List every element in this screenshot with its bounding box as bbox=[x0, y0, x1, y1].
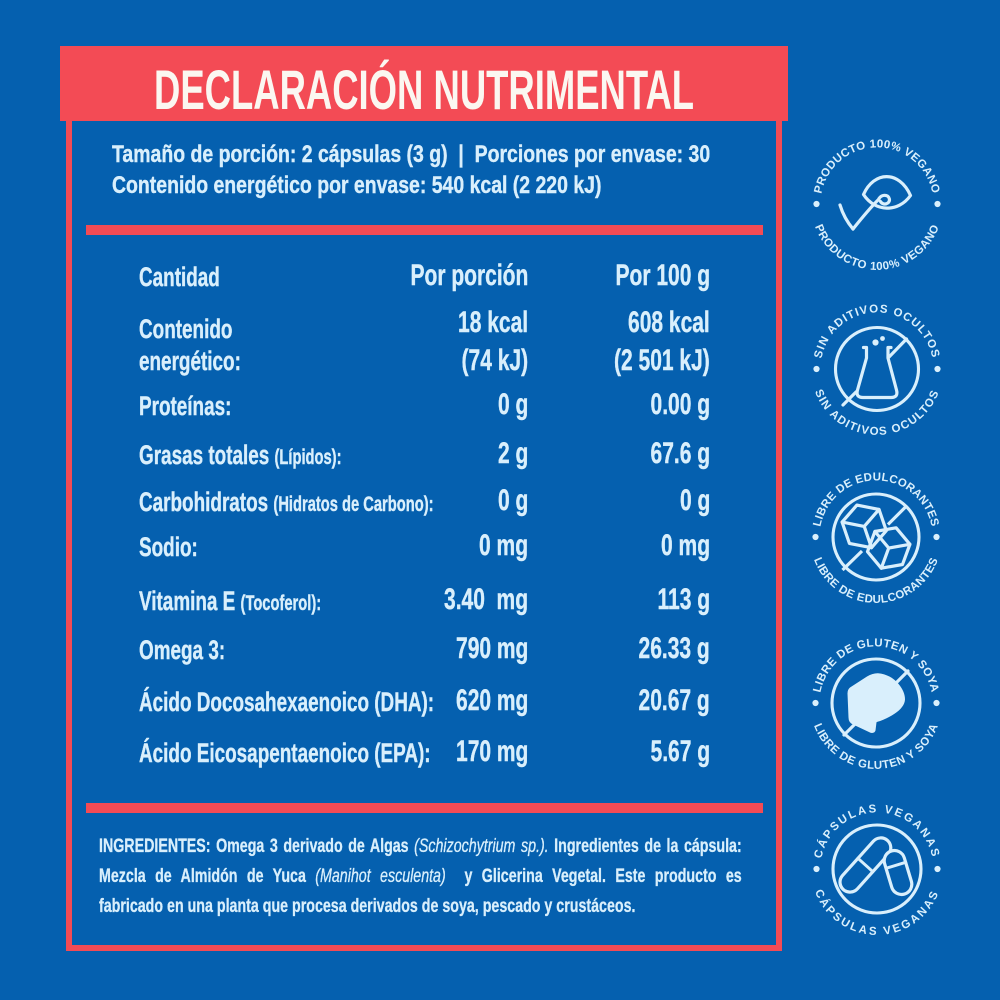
svg-text:PRODUCTO 100% VEGANO: PRODUCTO 100% VEGANO bbox=[812, 138, 941, 194]
svg-text:SIN ADITIVOS OCULTOS: SIN ADITIVOS OCULTOS bbox=[813, 303, 942, 359]
svg-text:PRODUCTO 100% VEGANO: PRODUCTO 100% VEGANO bbox=[812, 223, 942, 273]
svg-text:LIBRE DE EDULCORANTES: LIBRE DE EDULCORANTES bbox=[812, 471, 941, 527]
svg-text:SIN ADITIVOS OCULTOS: SIN ADITIVOS OCULTOS bbox=[812, 388, 942, 438]
svg-text:CÁPSULAS VEGANAS: CÁPSULAS VEGANAS bbox=[812, 803, 941, 860]
